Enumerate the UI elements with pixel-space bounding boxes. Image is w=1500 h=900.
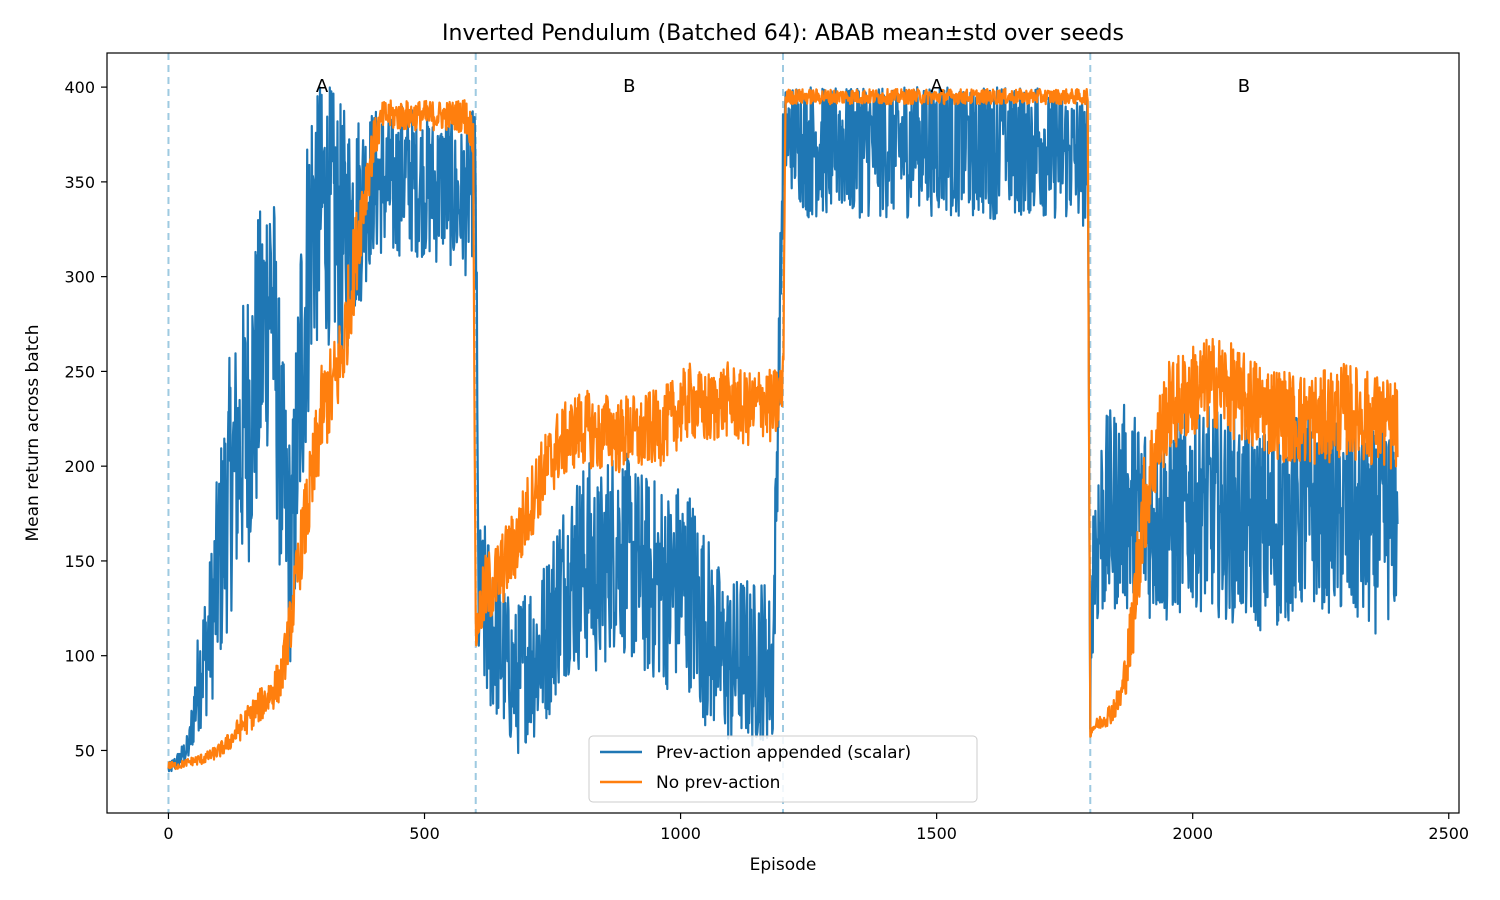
legend-label-no-prev-action: No prev-action (656, 773, 780, 793)
x-axis: 0 500 1000 1500 2000 2500 (163, 813, 1469, 843)
y-tick-label: 100 (64, 647, 95, 666)
y-tick-label: 150 (64, 552, 95, 571)
legend-box (588, 735, 978, 803)
series-line-prev-action (167, 86, 1399, 773)
y-axis: 50 100 150 200 250 300 350 400 (64, 78, 107, 760)
phase-label: B (623, 76, 635, 97)
x-axis-label: Episode (750, 855, 817, 875)
plot-frame (106, 52, 1460, 814)
phase-label: A (930, 76, 943, 97)
y-tick-label: 350 (64, 173, 95, 192)
phase-label: A (316, 76, 329, 97)
x-tick-label: 2500 (1428, 824, 1469, 843)
legend-label-prev-action: Prev-action appended (scalar) (656, 743, 911, 763)
phase-label: B (1238, 76, 1250, 97)
y-axis-label: Mean return across batch (23, 325, 43, 542)
y-tick-label: 200 (64, 457, 95, 476)
y-tick-label: 300 (64, 268, 95, 287)
chart-title: Inverted Pendulum (Batched 64): ABAB mea… (442, 21, 1124, 46)
x-tick-label: 1000 (660, 824, 701, 843)
y-tick-label: 50 (75, 741, 95, 760)
legend: Prev-action appended (scalar) No prev-ac… (588, 735, 978, 803)
y-tick-label: 250 (64, 362, 95, 381)
series-line-no-prev-action (167, 87, 1399, 771)
x-tick-label: 500 (409, 824, 440, 843)
x-tick-label: 2000 (1172, 824, 1213, 843)
x-tick-label: 1500 (916, 824, 957, 843)
x-tick-label: 0 (163, 824, 173, 843)
y-tick-label: 400 (64, 78, 95, 97)
